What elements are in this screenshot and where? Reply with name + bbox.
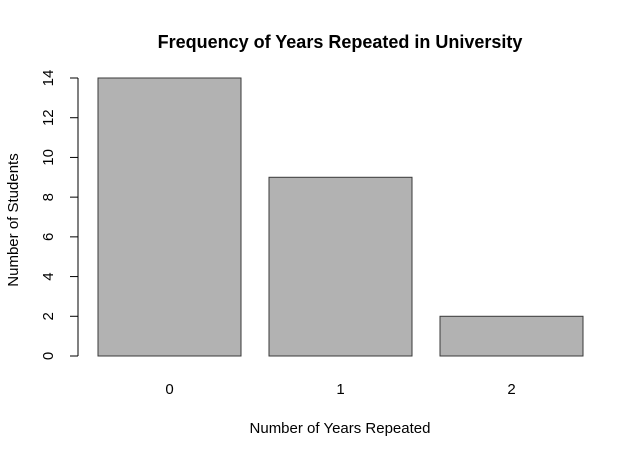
bar-2 [439,315,584,357]
y-tick-label: 4 [40,272,57,280]
x-axis-tick-labels: 0 1 2 [165,381,515,398]
y-tick-label: 0 [40,352,57,360]
x-tick-label: 0 [165,381,173,398]
y-tick-label: 8 [40,193,57,201]
bar-0 [97,77,242,357]
chart-title: Frequency of Years Repeated in Universit… [158,32,523,52]
y-tick-label: 6 [40,233,57,241]
y-axis: 0 2 4 6 8 10 12 14 [40,70,79,360]
x-axis-label: Number of Years Repeated [250,420,431,437]
bars-layer [97,77,584,357]
bar-1 [268,176,413,357]
x-tick-label: 2 [507,381,515,398]
y-axis-label: Number of Students [5,153,22,286]
y-tick-label: 2 [40,312,57,320]
x-tick-label: 1 [336,381,344,398]
y-tick-label: 10 [40,149,57,166]
y-tick-label: 12 [40,109,57,126]
y-tick-label: 14 [40,70,57,87]
